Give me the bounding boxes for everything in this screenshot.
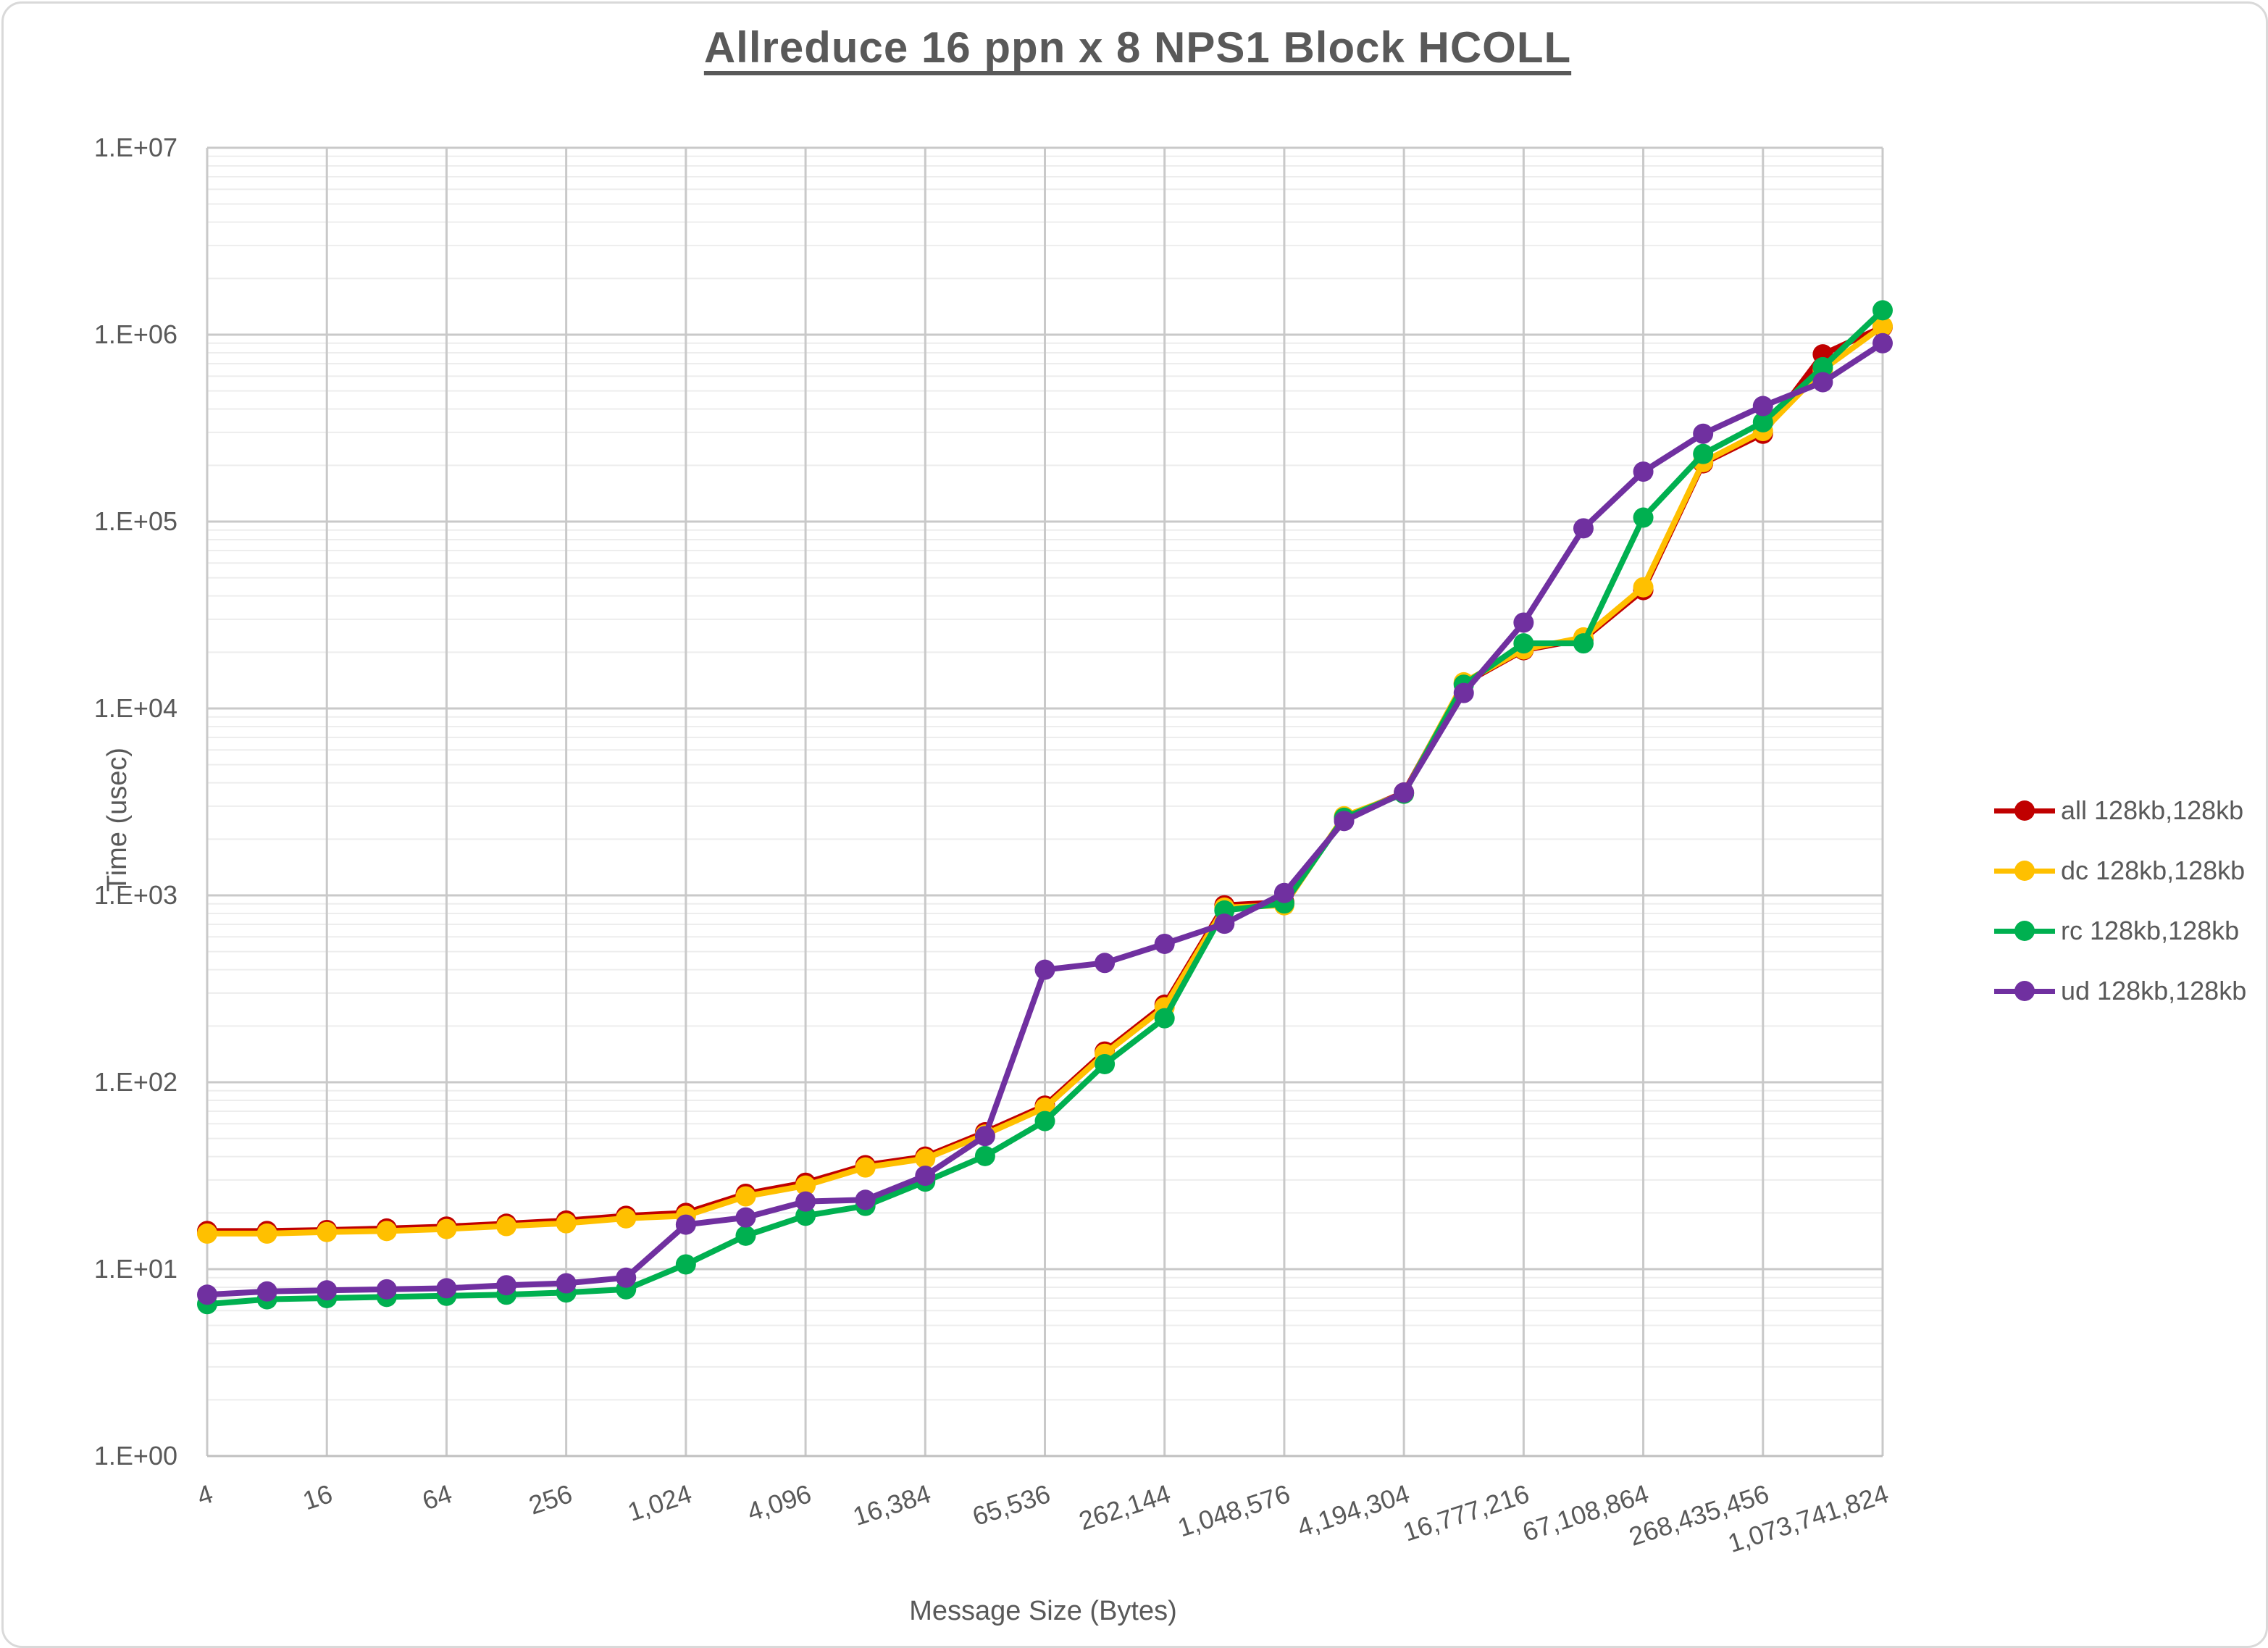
data-point [1812, 372, 1833, 393]
data-point [974, 1126, 995, 1147]
y-tick-label: 1.E+05 [93, 506, 177, 536]
legend-item: dc 128kb,128kb [1994, 848, 2246, 894]
data-point [1872, 332, 1893, 354]
data-point [1154, 933, 1175, 954]
data-point [256, 1281, 277, 1302]
data-point [1693, 443, 1714, 464]
data-point [1573, 633, 1594, 654]
data-point [1573, 518, 1594, 539]
data-point [317, 1221, 338, 1242]
y-tick-label: 1.E+04 [93, 693, 177, 723]
legend-label: ud 128kb,128kb [2061, 976, 2247, 1005]
data-point [376, 1221, 397, 1242]
data-point [735, 1186, 756, 1207]
data-point [1034, 1110, 1055, 1132]
data-point [1513, 633, 1534, 654]
legend-marker-icon [1994, 979, 2055, 1003]
series-ud [197, 332, 1893, 1305]
data-point [675, 1254, 696, 1275]
legend-label: rc 128kb,128kb [2061, 916, 2240, 945]
data-point [1154, 1008, 1175, 1029]
data-point [855, 1157, 876, 1178]
data-point [1513, 612, 1534, 633]
data-point [1633, 461, 1654, 482]
data-point [735, 1207, 756, 1228]
data-point [616, 1208, 637, 1229]
data-point [256, 1223, 277, 1244]
data-point [974, 1145, 995, 1166]
y-axis-title: Time (usec) [102, 747, 133, 892]
legend-item: ud 128kb,128kb [1994, 968, 2246, 1014]
data-point [795, 1191, 816, 1212]
data-point [1812, 356, 1833, 377]
y-tick-label: 1.E+07 [93, 133, 177, 162]
legend-marker-icon [1994, 919, 2055, 943]
data-point [735, 1225, 756, 1246]
data-point [1034, 959, 1055, 980]
data-point [915, 1148, 936, 1169]
data-point [556, 1273, 577, 1294]
data-point [1273, 882, 1294, 903]
data-point [795, 1175, 816, 1196]
data-point [376, 1279, 397, 1300]
data-point [556, 1213, 577, 1234]
data-point [1872, 300, 1893, 321]
data-point [915, 1166, 936, 1187]
y-tick-label: 1.E+02 [93, 1067, 177, 1097]
major-gridlines [206, 146, 1884, 1457]
data-point [1693, 423, 1714, 444]
legend: all 128kb,128kb dc 128kb,128kb rc 128kb,12… [1994, 787, 2246, 1028]
legend-marker-icon [1994, 858, 2055, 883]
data-point [1752, 396, 1773, 417]
data-point [197, 1284, 217, 1305]
data-point [1214, 913, 1235, 934]
data-point [1633, 507, 1654, 528]
data-point [1394, 782, 1415, 803]
data-point [1872, 316, 1893, 337]
data-point [795, 1205, 816, 1226]
legend-label: dc 128kb,128kb [2061, 856, 2246, 885]
legend-item: rc 128kb,128kb [1994, 908, 2246, 954]
data-point [1095, 1053, 1116, 1074]
data-point [1752, 411, 1773, 432]
data-point [436, 1278, 457, 1299]
plot-area [197, 146, 1893, 1457]
data-point [317, 1280, 338, 1301]
y-tick-label: 1.E+03 [93, 880, 177, 910]
y-tick-label: 1.E+06 [93, 319, 177, 349]
data-point [616, 1267, 637, 1288]
data-point [1453, 682, 1474, 703]
data-point [436, 1218, 457, 1239]
data-point [855, 1189, 876, 1210]
y-tick-label: 1.E+00 [93, 1441, 177, 1471]
data-point [197, 1223, 217, 1244]
legend-item: all 128kb,128kb [1994, 787, 2246, 834]
data-point [675, 1214, 696, 1235]
legend-marker-icon [1994, 798, 2055, 823]
data-point [496, 1216, 517, 1237]
y-tick-label: 1.E+01 [93, 1254, 177, 1284]
data-point [496, 1275, 517, 1296]
chart-title: Allreduce 16 ppn x 8 NPS1 Block HCOLL [703, 23, 1572, 72]
data-point [1633, 577, 1654, 598]
data-point [1334, 811, 1355, 832]
x-axis-title: Message Size (Bytes) [909, 1596, 1177, 1626]
legend-label: all 128kb,128kb [2061, 795, 2244, 825]
data-point [1095, 953, 1116, 974]
